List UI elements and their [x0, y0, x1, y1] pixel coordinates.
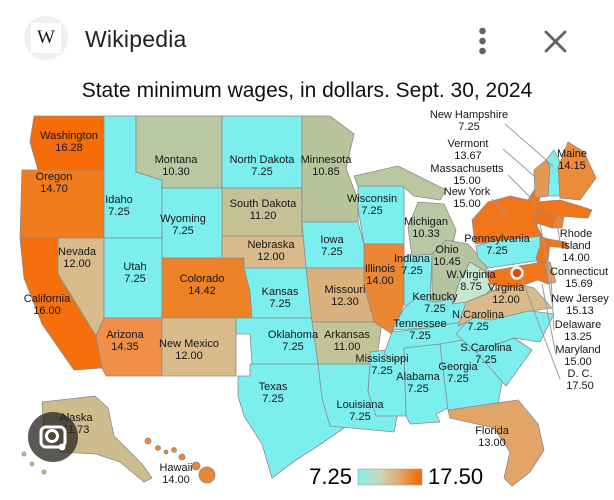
callout-line-VT — [502, 148, 542, 183]
state-label-NH: New Hampshire 7.25 — [430, 109, 508, 133]
state-label-NC: N.Carolina 7.25 — [452, 309, 505, 333]
state-label-CT: Connecticut 15.69 — [550, 266, 608, 290]
close-icon[interactable] — [542, 28, 569, 55]
state-label-VA: Virginia 12.00 — [488, 282, 525, 306]
state-label-SD: South Dakota 11.20 — [230, 198, 298, 222]
state-label-LA: Louisiana 7.25 — [336, 399, 384, 423]
google-lens-icon[interactable] — [28, 412, 78, 462]
state-label-GA: Georgia 7.25 — [438, 361, 478, 385]
state-label-NV: Nevada 12.00 — [58, 246, 97, 270]
kebab-menu-icon[interactable] — [476, 25, 489, 57]
state-label-AZ: Arizona 14.35 — [106, 329, 144, 353]
callout-line-DE — [550, 277, 555, 331]
state-label-WY: Wyoming 7.25 — [160, 213, 206, 237]
state-label-SC: S.Carolina 7.25 — [460, 342, 512, 366]
state-HI — [144, 437, 216, 484]
state-label-MD: Maryland 15.00 — [555, 344, 600, 368]
state-label-WA: Washington 16.28 — [40, 130, 98, 154]
state-CT — [533, 211, 557, 229]
state-label-PA: Pennsylvania 7.25 — [464, 233, 530, 257]
state-label-DE: Delaware 13.25 — [555, 319, 601, 343]
state-label-WV: W.Virginia 8.75 — [446, 269, 496, 293]
state-label-KS: Kansas 7.25 — [262, 286, 299, 310]
state-label-HI: Hawaii 14.00 — [159, 462, 192, 486]
state-label-NY: New York 15.00 — [444, 186, 491, 210]
state-label-NM: New Mexico 12.00 — [159, 338, 219, 362]
map-title: State minimum wages, in dollars. Sept. 3… — [81, 79, 533, 102]
state-label-MT: Montana 10.30 — [155, 154, 199, 178]
state-label-MO: Missouri 12.30 — [325, 284, 366, 308]
state-label-VT: Vermont 13.67 — [448, 138, 489, 162]
state-label-AL: Alabama 7.25 — [396, 371, 440, 395]
callout-line-MD — [541, 283, 557, 356]
callout-line-RI — [556, 222, 561, 243]
state-label-NJ: New Jersey 15.13 — [551, 293, 609, 317]
state-label-KY: Kentucky 7.25 — [412, 291, 458, 315]
callout-line-MA — [507, 174, 538, 205]
state-label-DC: D. C. 17.50 — [566, 368, 594, 392]
state-label-OK: Oklahoma 7.25 — [268, 329, 319, 353]
state-label-CA: California 16.00 — [24, 293, 71, 317]
callout-line-NY — [491, 198, 508, 217]
state-label-OR: Oregon 14.70 — [36, 171, 73, 195]
legend-min-label: 7.25 — [309, 464, 352, 489]
state-label-IA: Iowa 7.25 — [320, 234, 344, 258]
state-label-MS: Mississippi 7.25 — [355, 353, 408, 377]
callout-line-DC — [520, 276, 561, 380]
state-label-MI: Michigan 10.33 — [404, 216, 448, 240]
color-legend: 7.25 17.50 — [309, 464, 483, 489]
state-label-ID: Idaho 7.25 — [105, 194, 133, 218]
state-labels-layer: Washington 16.28 Oregon 14.70 California 16.0… — [24, 109, 609, 486]
wikipedia-logo-square: W — [31, 23, 61, 53]
state-label-IL: Illinois 14.00 — [365, 263, 396, 287]
states-layer — [19, 115, 597, 487]
state-label-RI: Rhode Island 14.00 — [560, 228, 592, 264]
state-label-IN: Indiana 7.25 — [394, 253, 431, 277]
state-label-WI: Wisconsin 7.25 — [347, 193, 397, 217]
state-label-CO: Colorado 14.42 — [180, 273, 225, 297]
callout-line-CT — [539, 223, 551, 277]
state-label-ND: North Dakota 7.25 — [230, 154, 296, 178]
callout-line-NH — [504, 123, 554, 167]
state-label-UT: Utah 7.25 — [123, 261, 146, 285]
callout-lines-layer — [491, 123, 561, 380]
state-label-TX: Texas 7.25 — [259, 381, 288, 405]
app-header: W Wikipedia — [0, 0, 614, 74]
state-label-ME: Maine 14.15 — [557, 148, 587, 172]
state-ME — [557, 141, 597, 201]
callout-line-NJ — [545, 263, 553, 304]
state-label-AR: Arkansas 11.00 — [324, 329, 370, 353]
state-label-NE: Nebraska 12.00 — [247, 239, 295, 263]
state-DC — [510, 266, 524, 280]
state-FL — [447, 399, 545, 487]
state-VT — [533, 159, 551, 199]
state-label-OH: Ohio 10.45 — [433, 244, 461, 268]
wikipedia-logo-avatar: W — [24, 16, 68, 60]
state-NM — [161, 317, 237, 377]
state-label-MN: Minnesota 10.85 — [301, 154, 353, 178]
state-label-MA: Massachusetts 15.00 — [430, 163, 504, 187]
legend-max-label: 17.50 — [428, 464, 483, 489]
app-title: Wikipedia — [85, 26, 187, 52]
state-label-TN: Tennessee 7.25 — [393, 318, 446, 342]
state-label-FL: Florida 13.00 — [475, 425, 510, 449]
legend-gradient-bar — [357, 468, 423, 486]
wikipedia-logo-letter: W — [37, 27, 55, 48]
